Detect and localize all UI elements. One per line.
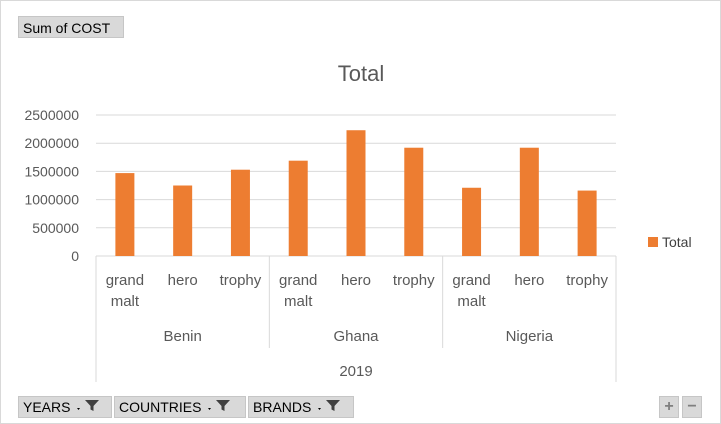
x-group-label: Nigeria (506, 328, 554, 345)
bar[interactable] (519, 147, 539, 256)
chart-title: Total (338, 61, 384, 86)
x-category-label: hero (514, 272, 544, 289)
y-tick-label: 2500000 (24, 107, 79, 123)
x-category-label: malt (111, 293, 140, 310)
bar[interactable] (462, 187, 482, 256)
dropdown-filter-icon (314, 396, 344, 418)
bar[interactable] (404, 147, 424, 256)
dropdown-filter-icon (204, 396, 234, 418)
x-category-label: malt (284, 293, 313, 310)
countries-filter-label: COUNTRIES (119, 399, 202, 415)
bar[interactable] (173, 185, 193, 257)
bar[interactable] (577, 190, 597, 256)
filter-bar: YEARS COUNTRIES BRANDS (18, 396, 354, 418)
x-outer-group-label: 2019 (339, 363, 372, 380)
value-field-button[interactable]: Sum of COST (18, 16, 124, 38)
x-category-label: grand (106, 272, 144, 289)
x-category-label: trophy (220, 272, 262, 289)
y-tick-label: 1000000 (24, 192, 79, 208)
years-filter-label: YEARS (23, 399, 71, 415)
bar[interactable] (115, 173, 135, 256)
x-category-label: hero (341, 272, 371, 289)
countries-filter-button[interactable]: COUNTRIES (114, 396, 246, 418)
years-filter-button[interactable]: YEARS (18, 396, 112, 418)
legend-swatch (648, 237, 658, 247)
x-group-label: Benin (163, 328, 201, 345)
bar[interactable] (346, 130, 366, 256)
x-group-label: Ghana (333, 328, 379, 345)
x-category-label: trophy (566, 272, 608, 289)
y-tick-label: 0 (71, 248, 79, 264)
y-tick-label: 500000 (32, 220, 79, 236)
dropdown-filter-icon (73, 396, 103, 418)
y-tick-label: 1500000 (24, 163, 79, 179)
brands-filter-button[interactable]: BRANDS (248, 396, 354, 418)
x-category-label: trophy (393, 272, 435, 289)
x-category-label: malt (457, 293, 486, 310)
legend-label: Total (662, 234, 692, 250)
x-category-label: hero (168, 272, 198, 289)
collapse-field-button[interactable]: − (682, 396, 702, 418)
y-tick-label: 2000000 (24, 135, 79, 151)
x-category-label: grand (279, 272, 317, 289)
brands-filter-label: BRANDS (253, 399, 312, 415)
bar[interactable] (230, 169, 250, 256)
expand-field-button[interactable]: + (659, 396, 679, 418)
x-category-label: grand (452, 272, 490, 289)
bar[interactable] (288, 160, 308, 256)
legend: Total (648, 234, 692, 250)
